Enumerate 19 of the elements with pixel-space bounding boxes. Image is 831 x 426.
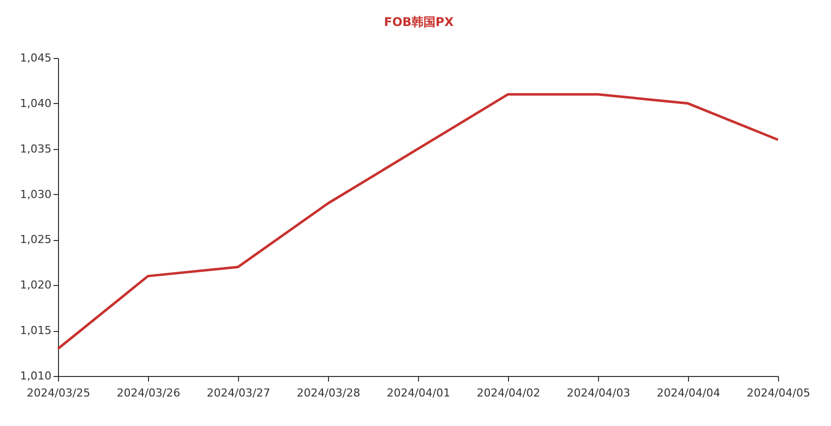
x-tick-label: 2024/04/01	[386, 386, 450, 400]
y-tick-label: 1,045	[20, 52, 52, 64]
x-tick-label: 2024/03/26	[116, 386, 180, 400]
x-tick-label: 2024/04/05	[746, 386, 810, 400]
x-tick-label: 2024/04/02	[476, 386, 540, 400]
line-series	[56, 93, 780, 350]
x-tick-label: 2024/03/25	[26, 386, 90, 400]
y-tick-label: 1,035	[20, 142, 52, 156]
x-tick-label: 2024/03/27	[206, 386, 270, 400]
x-tick-label: 2024/04/04	[656, 386, 720, 400]
x-tick-label: 2024/03/28	[296, 386, 360, 400]
y-tick-label: 1,015	[20, 324, 52, 338]
y-tick-label: 1,010	[20, 370, 52, 382]
y-tick-label: 1,030	[20, 188, 52, 201]
y-tick-label: 1,040	[20, 96, 52, 110]
y-tick-label: 1,025	[20, 233, 52, 246]
text: FOB韩国PX	[384, 15, 454, 29]
x-tick-label: 2024/04/03	[566, 386, 630, 400]
y-tick-label: 1,020	[20, 278, 52, 292]
